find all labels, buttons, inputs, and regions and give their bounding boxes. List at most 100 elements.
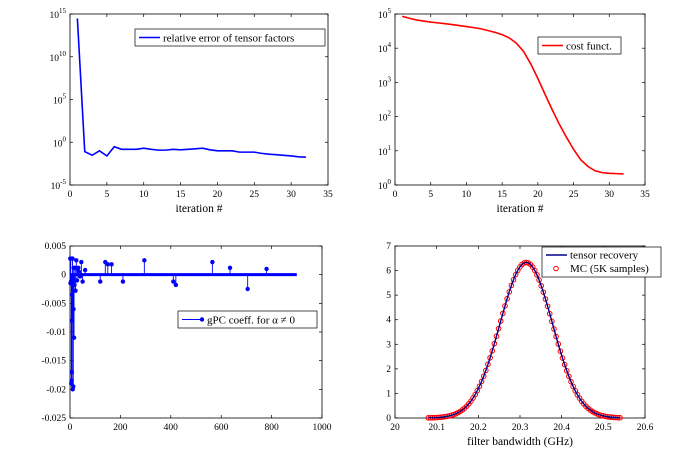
y-tick-label: 3 bbox=[386, 340, 391, 350]
chart-2: 0 5 10 15 20 25 30 35 100 101 102 103 104 105 iteratio… bbox=[378, 7, 650, 215]
stem-marker bbox=[120, 279, 126, 284]
y-tick-label: 6 bbox=[386, 267, 391, 277]
stem-marker bbox=[173, 282, 179, 288]
stem-marker bbox=[71, 384, 76, 389]
legend-label: gPC coeff. for α ≠ 0 bbox=[207, 315, 295, 327]
x-tick-label: 20.3 bbox=[512, 423, 529, 433]
y-tick-label: -0.015 bbox=[41, 357, 66, 367]
stem-marker bbox=[71, 335, 77, 340]
x-tick-label: 5 bbox=[428, 190, 433, 200]
x-tick-label: 0 bbox=[68, 190, 73, 200]
x-tick-label: 1000 bbox=[313, 423, 332, 433]
mc-sample-marker bbox=[474, 387, 481, 394]
mc-sample-marker bbox=[534, 272, 540, 278]
legend-box bbox=[541, 246, 662, 278]
legend-label: cost funct. bbox=[566, 41, 612, 53]
mc-sample-marker bbox=[480, 373, 487, 379]
y-tick-label: 101 bbox=[378, 144, 392, 158]
x-tick-label: 0 bbox=[393, 190, 398, 200]
mc-sample-marker bbox=[563, 367, 570, 374]
x-tick-label: 600 bbox=[214, 423, 229, 433]
legend: gPC coeff. for α ≠ 0 bbox=[177, 310, 318, 329]
x-tick-label: 800 bbox=[264, 423, 279, 433]
y-tick-label: 103 bbox=[378, 75, 392, 89]
x-tick-label: 25 bbox=[250, 190, 260, 200]
legend-marker bbox=[199, 317, 205, 322]
stem-marker bbox=[109, 262, 114, 267]
x-tick-label: 20.4 bbox=[553, 423, 570, 433]
mc-sample-marker bbox=[536, 277, 542, 283]
y-tick-label: 100 bbox=[53, 135, 67, 149]
x-tick-label: 35 bbox=[323, 190, 333, 200]
chart-3: 0 200 400 600 800 1000 -0.025 -0.02 -0.015 -0.01 -… bbox=[41, 242, 331, 433]
stem-marker bbox=[245, 286, 250, 292]
y-tick-label: -0.01 bbox=[46, 328, 66, 338]
stem-marker bbox=[70, 256, 75, 261]
stem-marker bbox=[171, 279, 176, 284]
x-tick-label: 20.5 bbox=[595, 423, 612, 433]
stem-marker bbox=[76, 269, 82, 274]
y-tick-label: 1 bbox=[386, 389, 391, 399]
y-tick-label: 1010 bbox=[50, 50, 67, 64]
stem-marker bbox=[105, 262, 111, 267]
stem-marker bbox=[142, 258, 147, 263]
y-tick-label: 2 bbox=[386, 365, 391, 375]
mc-sample-marker bbox=[512, 271, 519, 278]
mc-sample-marker bbox=[570, 383, 576, 390]
mc-sample-marker bbox=[510, 276, 517, 283]
y-tick-label: 4 bbox=[386, 316, 391, 326]
x-axis-label: filter bandwidth (GHz) bbox=[467, 436, 573, 448]
y-tick-label: 7 bbox=[386, 242, 391, 252]
x-tick-label: 20.1 bbox=[428, 423, 445, 433]
x-tick-label: 20.2 bbox=[470, 423, 487, 433]
legend-box bbox=[134, 28, 326, 47]
stem-marker bbox=[264, 266, 269, 272]
stem-marker bbox=[210, 259, 215, 265]
y-tick-label: 102 bbox=[378, 110, 392, 124]
x-tick-label: 20 bbox=[390, 423, 400, 433]
stem-marker bbox=[76, 265, 81, 270]
x-tick-label: 30 bbox=[605, 190, 615, 200]
x-tick-label: 15 bbox=[497, 190, 507, 200]
legend-box bbox=[537, 36, 622, 55]
mc-sample-marker bbox=[476, 383, 483, 390]
y-tick-label: 0 bbox=[61, 271, 66, 281]
y-tick-label: 1015 bbox=[50, 7, 67, 21]
x-tick-label: 5 bbox=[104, 190, 109, 200]
legend-label: tensor recovery bbox=[570, 250, 639, 262]
mc-sample-marker bbox=[485, 361, 491, 368]
x-tick-label: 25 bbox=[569, 190, 579, 200]
legend-box bbox=[177, 310, 318, 329]
x-tick-label: 35 bbox=[640, 190, 650, 200]
stem-marker bbox=[82, 267, 88, 273]
x-tick-label: 20 bbox=[213, 190, 223, 200]
x-tick-label: 30 bbox=[286, 190, 296, 200]
series-line bbox=[401, 15, 624, 175]
stem-marker bbox=[73, 288, 78, 293]
stem-marker bbox=[72, 282, 77, 288]
stem-marker bbox=[71, 306, 76, 312]
x-tick-label: 20.6 bbox=[637, 423, 654, 433]
chart-1: 0 5 10 15 20 25 30 3510-510010510101015iteratio… bbox=[50, 7, 334, 215]
x-tick-label: 10 bbox=[462, 190, 472, 200]
legend: cost funct. bbox=[537, 36, 622, 55]
x-tick-label: 10 bbox=[139, 190, 149, 200]
y-tick-label: 0 bbox=[386, 414, 391, 424]
series-line bbox=[76, 18, 306, 158]
y-tick-label: 105 bbox=[378, 7, 392, 21]
mc-sample-marker bbox=[538, 282, 545, 289]
y-tick-label: 5 bbox=[386, 291, 391, 301]
stem-marker bbox=[77, 274, 83, 279]
mc-sample-marker bbox=[532, 267, 538, 274]
x-tick-label: 400 bbox=[164, 423, 179, 433]
legend-label: relative error of tensor factors bbox=[163, 33, 294, 45]
x-tick-label: 15 bbox=[176, 190, 186, 200]
stem-marker bbox=[80, 279, 85, 284]
mc-sample-marker bbox=[478, 378, 485, 385]
legend-label: MC (5K samples) bbox=[570, 263, 649, 275]
mc-sample-marker bbox=[483, 367, 489, 374]
y-tick-label: -0.005 bbox=[41, 299, 66, 309]
plot-frame bbox=[394, 13, 646, 186]
